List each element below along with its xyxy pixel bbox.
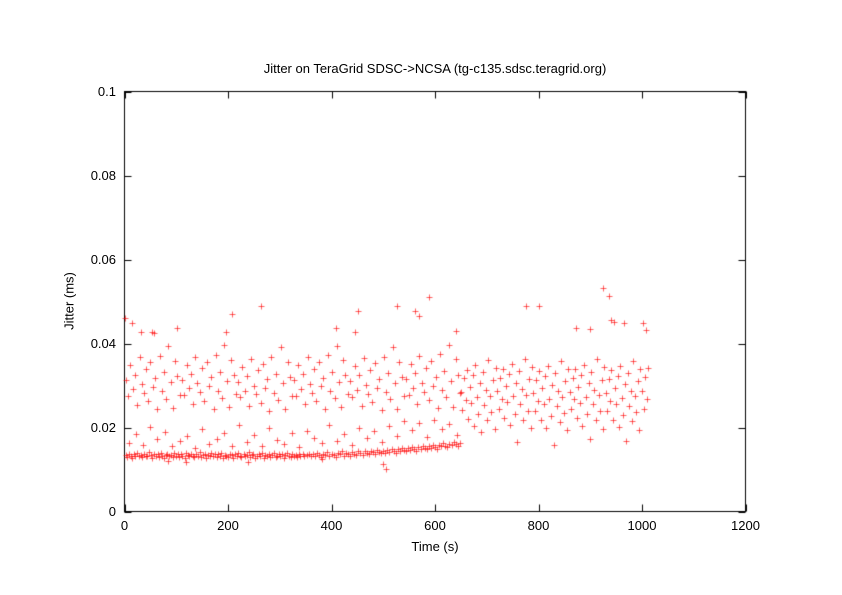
x-axis-label: Time (s) bbox=[411, 539, 459, 554]
y-tick-label: 0.08 bbox=[90, 167, 116, 183]
y-tick-label: 0.04 bbox=[90, 335, 116, 351]
x-tick-label: 600 bbox=[424, 518, 446, 533]
y-tick-label: 0 bbox=[108, 503, 116, 519]
x-tick-label: 1200 bbox=[731, 518, 760, 533]
y-tick-label: 0.06 bbox=[90, 251, 116, 267]
x-tick-label: 400 bbox=[320, 518, 343, 533]
y-tick-label: 0.1 bbox=[97, 83, 116, 99]
x-tick-label: 800 bbox=[527, 518, 550, 533]
y-tick-label: 0.02 bbox=[90, 419, 116, 435]
x-tick-label: 200 bbox=[217, 518, 239, 533]
y-axis-label: Jitter (ms) bbox=[61, 272, 77, 330]
chart-title: Jitter on TeraGrid SDSC->NCSA (tg-c135.s… bbox=[263, 61, 607, 76]
x-tick-label: 1000 bbox=[627, 518, 657, 533]
x-tick-label: 0 bbox=[120, 518, 129, 533]
